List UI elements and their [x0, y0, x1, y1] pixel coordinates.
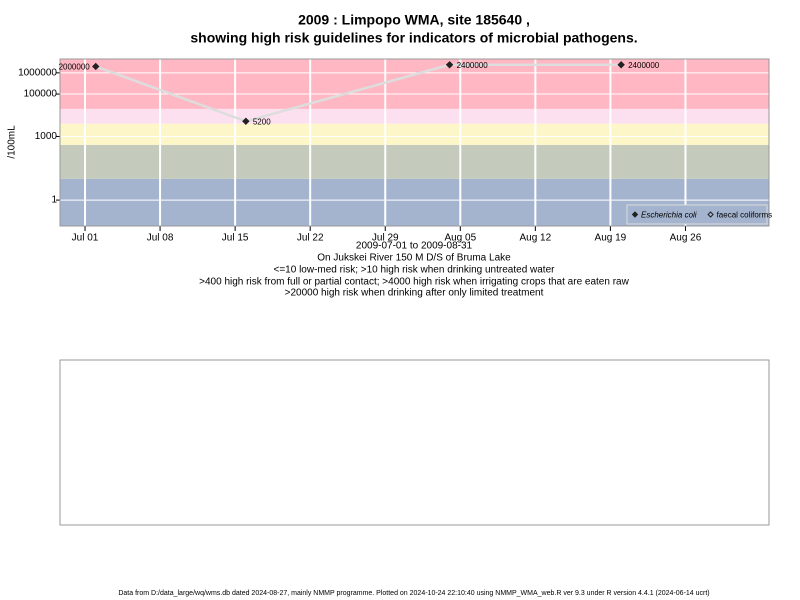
legend-label: Escherichia coli — [641, 211, 697, 220]
y-tick-label: 1 — [51, 195, 57, 206]
note: 2009-07-01 to 2009-08-31 — [356, 241, 473, 252]
legend-marker — [707, 211, 714, 218]
data-point — [445, 61, 454, 69]
note: <=10 low-med risk; >10 high risk when dr… — [274, 265, 556, 276]
risk-band — [60, 123, 769, 145]
empty-panel — [59, 359, 770, 526]
x-tick-label: Jul 29 — [372, 233, 399, 244]
risk-band — [60, 144, 769, 179]
data-label: 2000000 — [59, 63, 91, 72]
y-tick-label: 1000 — [35, 131, 58, 142]
x-tick-label: Jul 15 — [222, 233, 249, 244]
y-tick-label: 100000 — [24, 89, 58, 100]
legend-box — [626, 204, 768, 225]
x-tick-label: Jul 22 — [297, 233, 324, 244]
data-label: 2400000 — [457, 61, 489, 70]
risk-band — [60, 108, 769, 124]
data-label: 2400000 — [628, 61, 660, 70]
chart-title: showing high risk guidelines for indicat… — [190, 30, 637, 46]
data-point — [242, 117, 250, 125]
data-point — [617, 61, 625, 69]
x-tick-label: Jul 01 — [72, 233, 99, 244]
note: On Jukskei River 150 M D/S of Bruma Lake — [317, 253, 511, 264]
note: >20000 high risk when drinking after onl… — [285, 288, 544, 299]
note: >400 high risk from full or partial cont… — [199, 277, 629, 288]
x-tick-label: Aug 26 — [670, 233, 702, 244]
legend-label: faecal coliforms — [717, 211, 773, 220]
x-tick-label: Aug 05 — [444, 233, 476, 244]
legend-marker — [631, 211, 639, 218]
footer: Data from D:/data_large/wq/wms.db dated … — [118, 590, 709, 597]
plot-frame — [59, 58, 770, 227]
data-label: 5200 — [253, 117, 271, 126]
x-tick-label: Jul 08 — [147, 233, 174, 244]
data-point — [92, 62, 100, 71]
x-tick-label: Aug 19 — [595, 233, 627, 244]
x-tick-label: Aug 12 — [519, 233, 551, 244]
y-tick-label: 1000000 — [18, 67, 57, 78]
y-axis-label: /100mL — [7, 125, 18, 159]
risk-band — [60, 59, 769, 109]
series-line — [95, 63, 622, 123]
chart-title: 2009 : Limpopo WMA, site 185640 , — [298, 12, 530, 28]
